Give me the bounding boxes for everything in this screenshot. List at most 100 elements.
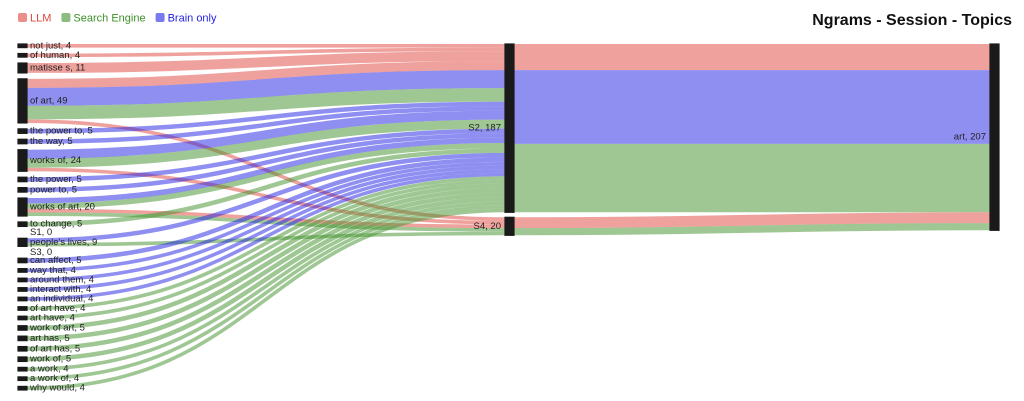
link xyxy=(26,169,506,292)
link xyxy=(26,183,506,331)
link xyxy=(26,70,506,106)
legend-label: Search Engine xyxy=(73,12,145,24)
link xyxy=(26,201,506,371)
node xyxy=(17,315,28,321)
node xyxy=(17,345,28,352)
link xyxy=(26,197,506,362)
node-label: around them, 4 xyxy=(30,274,94,285)
node-label: art have, 4 xyxy=(30,313,75,324)
link xyxy=(26,152,506,243)
link xyxy=(26,110,506,159)
node xyxy=(17,197,28,217)
node-label: of human, 4 xyxy=(30,50,80,61)
node xyxy=(17,287,28,292)
node-label: why would, 4 xyxy=(29,383,85,394)
link xyxy=(26,161,506,273)
node-label: matisse s, 11 xyxy=(30,62,85,73)
legend-icon xyxy=(61,13,71,22)
node xyxy=(17,52,28,58)
node-label: works of, 24 xyxy=(29,155,81,166)
node xyxy=(17,187,28,193)
node-label: a work of, 4 xyxy=(30,373,79,384)
link xyxy=(26,133,506,193)
node xyxy=(17,221,28,228)
link xyxy=(26,176,506,311)
node xyxy=(17,176,28,183)
node-label: S1, 0 xyxy=(30,227,52,238)
node-label: to change, 5 xyxy=(30,219,82,230)
node-label: works of art, 20 xyxy=(29,202,95,213)
link xyxy=(26,231,506,247)
node-label: work of art, 5 xyxy=(29,322,85,333)
node xyxy=(17,78,28,124)
legend-label: LLM xyxy=(30,12,51,24)
link xyxy=(26,157,506,263)
node xyxy=(17,268,28,273)
link xyxy=(26,205,506,381)
node-label: work of, 5 xyxy=(29,354,71,365)
link xyxy=(513,212,991,229)
node-label: the power, 5 xyxy=(30,174,82,185)
node xyxy=(17,128,28,134)
node xyxy=(17,325,28,331)
node-label: an individual, 4 xyxy=(30,293,93,304)
legend-icon xyxy=(18,13,27,22)
legend-icon xyxy=(155,13,165,22)
link xyxy=(26,208,506,390)
node-label: the way, 5 xyxy=(30,136,73,147)
node xyxy=(989,43,1000,231)
link xyxy=(513,223,991,236)
node xyxy=(17,385,28,391)
node-label: of art, 49 xyxy=(30,95,68,106)
link xyxy=(26,106,506,144)
node xyxy=(17,62,28,74)
node-label: S2, 187 xyxy=(468,123,501,134)
link xyxy=(26,47,506,58)
link xyxy=(26,188,506,341)
node-label: people's lives, 9 xyxy=(30,237,97,248)
node xyxy=(504,43,515,213)
link xyxy=(26,88,506,120)
node xyxy=(17,237,28,247)
link xyxy=(26,51,506,73)
node-label: the power to, 5 xyxy=(30,126,93,137)
node xyxy=(17,356,28,363)
link xyxy=(26,119,506,168)
node xyxy=(17,335,28,342)
node-label: of art have, 4 xyxy=(30,303,85,314)
chart-title: Ngrams - Session - Topics xyxy=(812,12,1012,29)
node-label: interact with, 4 xyxy=(30,284,91,295)
node xyxy=(17,257,28,264)
link xyxy=(26,192,506,352)
node-label: way that, 4 xyxy=(29,265,76,276)
node xyxy=(17,149,28,172)
node xyxy=(17,306,28,311)
node-label: can affect, 5 xyxy=(30,255,82,266)
node xyxy=(504,216,515,236)
links xyxy=(26,43,991,390)
node-label: art, 207 xyxy=(954,132,986,143)
node-label: art has, 5 xyxy=(30,333,70,344)
node xyxy=(17,376,28,382)
link xyxy=(26,148,506,227)
node xyxy=(17,138,28,145)
node-label: a work, 4 xyxy=(30,364,69,375)
node xyxy=(17,296,28,302)
link xyxy=(26,143,506,209)
node xyxy=(17,277,28,283)
link xyxy=(26,165,506,282)
link xyxy=(26,128,506,182)
legend-label: Brain only xyxy=(168,12,217,24)
node-label: not just, 4 xyxy=(30,40,71,51)
link xyxy=(26,179,506,320)
node xyxy=(17,43,28,49)
link xyxy=(26,172,506,301)
node-label: of art has, 5 xyxy=(30,343,80,354)
node-label: S4, 20 xyxy=(474,221,501,232)
link xyxy=(26,137,506,204)
link xyxy=(26,61,506,88)
node-label: power to, 5 xyxy=(30,184,77,195)
link xyxy=(26,101,506,134)
